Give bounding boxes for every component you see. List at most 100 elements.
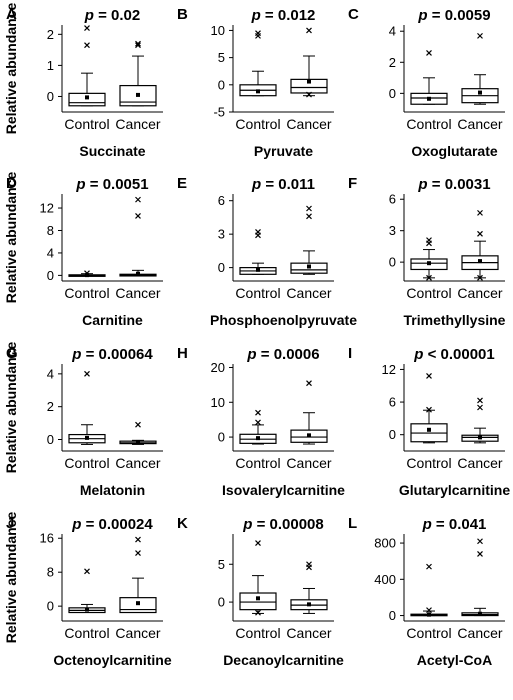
y-tick-label: 8 (47, 223, 54, 238)
mean-marker (478, 611, 482, 616)
y-tick-label: 6 (389, 395, 396, 410)
x-tick-label: Cancer (457, 625, 502, 641)
outlier-point (477, 551, 483, 557)
panel-letter: B (177, 6, 188, 23)
y-tick-label: 400 (374, 572, 396, 587)
y-tick-label: -5 (213, 105, 225, 120)
outlier-point (426, 50, 432, 56)
mean-marker (85, 435, 89, 440)
box-control (68, 25, 106, 107)
x-tick-label: Cancer (115, 455, 160, 471)
box-cancer (119, 421, 157, 445)
outlier-point (135, 40, 141, 47)
x-tick-label: Control (64, 116, 109, 132)
x-tick-label: Control (406, 455, 451, 471)
box-control (410, 373, 448, 444)
y-tick-label: 4 (47, 245, 54, 260)
mean-marker (136, 601, 140, 606)
x-tick-label: Control (235, 116, 280, 132)
x-tick-label: Control (406, 285, 451, 301)
box-control (410, 563, 448, 617)
x-tick-label: Control (64, 455, 109, 471)
box-control (68, 270, 106, 278)
y-tick-label: 20 (211, 360, 225, 375)
panel-letter: D (6, 175, 17, 192)
mean-marker (307, 602, 311, 607)
y-tick-label: 4 (389, 24, 396, 39)
x-axis-label: Trimethyllysine (404, 312, 506, 328)
outlier-point (135, 536, 141, 543)
x-axis-label: Decanoylcarnitine (223, 652, 344, 668)
y-axis-label: Relative abundance (3, 342, 19, 474)
panel-letter: I (348, 345, 352, 362)
panel-letter: H (177, 345, 188, 362)
y-axis-label: Relative abundance (3, 172, 19, 304)
y-tick-label: 0 (218, 595, 225, 610)
outlier-point (255, 540, 261, 547)
mean-marker (307, 264, 311, 269)
x-tick-label: Control (235, 455, 280, 471)
outlier-point (477, 274, 483, 281)
outlier-point (426, 563, 432, 570)
mean-marker (85, 607, 89, 612)
outlier-point (426, 274, 432, 281)
y-tick-label: 0 (47, 268, 54, 283)
y-tick-label: 0 (389, 255, 396, 270)
y-tick-label: 10 (211, 395, 225, 410)
p-value-label: p = 0.00008 (242, 516, 324, 533)
mean-marker (307, 433, 311, 438)
p-value-label: p = 0.0031 (417, 176, 490, 193)
outlier-point (255, 419, 261, 426)
mean-marker (478, 435, 482, 440)
x-axis-label: Glutarylcarnitine (399, 482, 510, 498)
x-tick-label: Control (235, 625, 280, 641)
y-tick-label: 3 (218, 227, 225, 242)
y-tick-label: 8 (47, 565, 54, 580)
p-value-label: p = 0.041 (422, 516, 487, 533)
outlier-point (477, 230, 483, 237)
y-tick-label: 6 (389, 192, 396, 207)
outlier-point (306, 213, 312, 220)
x-axis-label: Carnitine (82, 312, 143, 328)
outlier-point (306, 27, 312, 34)
x-axis-label: Succinate (79, 143, 145, 159)
p-value-label: p = 0.00064 (71, 346, 153, 363)
y-tick-label: 0 (47, 599, 54, 614)
mean-marker (85, 273, 89, 278)
box-cancer (290, 27, 328, 98)
outlier-point (255, 609, 261, 616)
mean-marker (427, 96, 431, 101)
y-tick-label: 3 (389, 223, 396, 238)
outlier-point (477, 32, 483, 39)
x-tick-label: Cancer (457, 285, 502, 301)
box-control (239, 540, 277, 616)
box-control (68, 370, 106, 445)
outlier-point (84, 568, 90, 575)
outlier-point (426, 607, 432, 614)
outlier-point (84, 42, 90, 49)
y-axis-label: Relative abundance (3, 3, 19, 135)
outlier-point (135, 42, 141, 49)
box-control (68, 568, 106, 614)
y-tick-label: 1 (47, 58, 54, 73)
p-value-label: p = 0.0051 (75, 176, 148, 193)
p-value-label: p = 0.0059 (417, 7, 490, 24)
x-tick-label: Control (64, 625, 109, 641)
outlier-point (135, 550, 141, 557)
outlier-point (135, 196, 141, 203)
y-tick-label: 2 (47, 27, 54, 42)
box-cancer (290, 561, 328, 614)
y-tick-label: 0 (389, 427, 396, 442)
y-tick-label: 12 (382, 362, 396, 377)
x-tick-label: Cancer (457, 116, 502, 132)
